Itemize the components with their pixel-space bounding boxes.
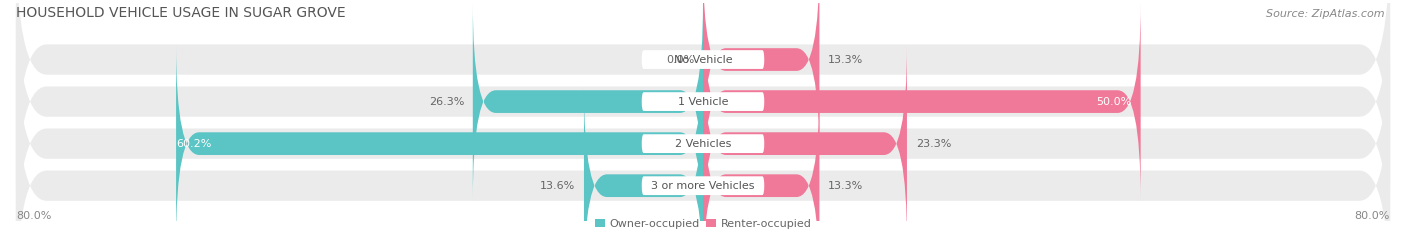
Text: 13.6%: 13.6%	[540, 181, 575, 191]
Text: 3 or more Vehicles: 3 or more Vehicles	[651, 181, 755, 191]
Text: 80.0%: 80.0%	[15, 211, 51, 221]
FancyBboxPatch shape	[176, 45, 703, 233]
Text: 50.0%: 50.0%	[1097, 97, 1132, 106]
Text: Source: ZipAtlas.com: Source: ZipAtlas.com	[1267, 9, 1385, 19]
Text: 60.2%: 60.2%	[176, 139, 211, 149]
FancyBboxPatch shape	[641, 50, 765, 69]
FancyBboxPatch shape	[703, 3, 1140, 201]
FancyBboxPatch shape	[15, 54, 1391, 233]
Text: 26.3%: 26.3%	[429, 97, 464, 106]
Text: 13.3%: 13.3%	[828, 181, 863, 191]
FancyBboxPatch shape	[703, 0, 820, 159]
FancyBboxPatch shape	[583, 87, 703, 233]
Text: 80.0%: 80.0%	[1355, 211, 1391, 221]
FancyBboxPatch shape	[15, 0, 1391, 192]
Text: 23.3%: 23.3%	[915, 139, 950, 149]
FancyBboxPatch shape	[703, 45, 907, 233]
Text: 2 Vehicles: 2 Vehicles	[675, 139, 731, 149]
Text: No Vehicle: No Vehicle	[673, 55, 733, 65]
FancyBboxPatch shape	[641, 134, 765, 153]
Text: HOUSEHOLD VEHICLE USAGE IN SUGAR GROVE: HOUSEHOLD VEHICLE USAGE IN SUGAR GROVE	[15, 6, 346, 20]
FancyBboxPatch shape	[703, 87, 820, 233]
FancyBboxPatch shape	[15, 0, 1391, 233]
Text: 1 Vehicle: 1 Vehicle	[678, 97, 728, 106]
FancyBboxPatch shape	[641, 92, 765, 111]
FancyBboxPatch shape	[15, 12, 1391, 233]
Text: 13.3%: 13.3%	[828, 55, 863, 65]
Text: 0.0%: 0.0%	[666, 55, 695, 65]
Legend: Owner-occupied, Renter-occupied: Owner-occupied, Renter-occupied	[591, 214, 815, 233]
FancyBboxPatch shape	[641, 176, 765, 195]
FancyBboxPatch shape	[472, 3, 703, 201]
